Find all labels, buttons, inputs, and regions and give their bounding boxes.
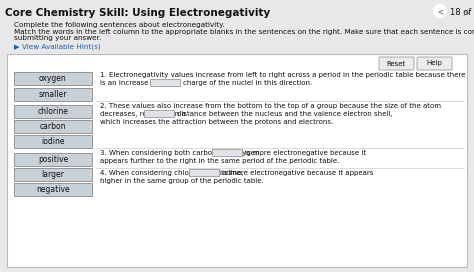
Text: positive: positive (38, 155, 68, 164)
Text: Core Chemistry Skill: Using Electronegativity: Core Chemistry Skill: Using Electronegat… (5, 8, 270, 18)
Bar (14, 153, 92, 166)
Text: larger: larger (42, 170, 64, 179)
Text: 18 of 37: 18 of 37 (450, 8, 474, 17)
Text: is more electronegative because it: is more electronegative because it (245, 150, 366, 156)
Text: appears further to the right in the same period of the periodic table.: appears further to the right in the same… (100, 158, 339, 164)
Bar (14, 72, 92, 85)
Text: negative: negative (36, 185, 70, 194)
Text: carbon: carbon (40, 122, 66, 131)
Text: is more electronegative because it appears: is more electronegative because it appea… (222, 170, 374, 176)
Bar (14, 183, 92, 196)
FancyBboxPatch shape (417, 57, 452, 70)
Bar (14, 105, 92, 118)
Text: Help: Help (427, 60, 442, 66)
Text: 4. When considering chlorine and iodine,: 4. When considering chlorine and iodine, (100, 170, 244, 176)
Text: charge of the nuclei in this direction.: charge of the nuclei in this direction. (183, 80, 312, 86)
Text: <: < (437, 7, 443, 16)
Bar (14, 88, 92, 101)
Bar (14, 120, 92, 133)
Text: oxygen: oxygen (39, 74, 67, 83)
Bar (14, 168, 92, 181)
Bar (144, 110, 174, 117)
Bar (150, 79, 180, 86)
Text: chlorine: chlorine (37, 107, 68, 116)
Text: Match the words in the left column to the appropriate blanks in the sentences on: Match the words in the left column to th… (14, 29, 474, 35)
Text: 3. When considering both carbon and oxygen,: 3. When considering both carbon and oxyg… (100, 150, 262, 156)
Text: decreases, resulting in a: decreases, resulting in a (100, 111, 186, 117)
Text: 2. These values also increase from the bottom to the top of a group because the : 2. These values also increase from the b… (100, 103, 441, 109)
Text: smaller: smaller (39, 90, 67, 99)
Text: Reset: Reset (387, 60, 406, 66)
Text: is an increase in the: is an increase in the (100, 80, 171, 86)
Text: iodine: iodine (41, 137, 65, 146)
Circle shape (434, 5, 447, 17)
Text: 1. Electronegativity values increase from left to right across a period in the p: 1. Electronegativity values increase fro… (100, 72, 465, 78)
Bar (7, 54, 467, 267)
FancyBboxPatch shape (379, 57, 414, 70)
Bar (212, 149, 242, 156)
Text: ▶ View Available Hint(s): ▶ View Available Hint(s) (14, 44, 100, 51)
Text: >: > (463, 8, 470, 17)
Bar (14, 135, 92, 148)
Text: higher in the same group of the periodic table.: higher in the same group of the periodic… (100, 178, 264, 184)
Text: submitting your answer.: submitting your answer. (14, 35, 101, 41)
Text: Complete the following sentences about electronegativity.: Complete the following sentences about e… (14, 22, 225, 28)
Bar (189, 169, 219, 176)
Text: distance between the nucleus and the valence electron shell,: distance between the nucleus and the val… (177, 111, 392, 117)
Text: which increases the attraction between the protons and electrons.: which increases the attraction between t… (100, 119, 333, 125)
